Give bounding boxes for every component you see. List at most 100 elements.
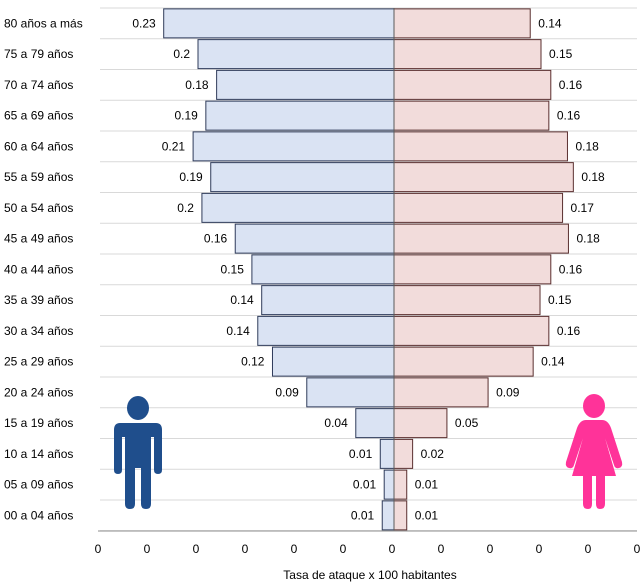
data-labels: 0.23 0.14 0.2 0.15 0.18 0.16 0.19 0.16 0.21 0.18 0… [132, 16, 605, 522]
bar-male [210, 162, 395, 193]
data-label-female: 0.15 [549, 47, 573, 61]
data-label-female: 0.18 [575, 139, 599, 153]
bar-female [393, 500, 408, 531]
data-label-female: 0.16 [557, 324, 581, 338]
bar-female [393, 131, 568, 162]
bar-female [393, 438, 414, 469]
bar-female [393, 69, 552, 100]
category-labels: 80 años a más 75 a 79 años 70 a 74 años 65 … [4, 16, 83, 522]
category-label: 15 a 19 años [4, 416, 73, 430]
bar-male [381, 500, 395, 531]
category-label: 75 a 79 años [4, 47, 73, 61]
category-label: 55 a 59 años [4, 170, 73, 184]
data-label-male: 0.09 [275, 385, 299, 399]
bar-male [216, 69, 395, 100]
bar-male [251, 254, 395, 285]
data-label-female: 0.16 [559, 78, 583, 92]
x-tick-label: 0 [95, 542, 102, 556]
category-label: 05 a 09 años [4, 478, 73, 492]
category-label: 30 a 34 años [4, 324, 73, 338]
data-label-male: 0.12 [241, 355, 265, 369]
bar-female [393, 8, 531, 39]
data-label-male: 0.19 [174, 109, 198, 123]
data-label-female: 0.16 [557, 109, 581, 123]
bar-female [393, 469, 408, 500]
bar-male [355, 408, 395, 439]
data-label-male: 0.04 [324, 416, 348, 430]
category-label: 10 a 14 años [4, 447, 73, 461]
data-label-female: 0.05 [455, 416, 479, 430]
x-tick-label: 0 [340, 542, 347, 556]
data-label-female: 0.18 [576, 232, 600, 246]
bar-male [379, 438, 395, 469]
x-tick-label: 0 [389, 542, 396, 556]
bar-male [201, 192, 395, 223]
bar-male [192, 131, 395, 162]
bar-male [163, 8, 395, 39]
male-figure-icon [114, 396, 162, 509]
bar-female [393, 285, 541, 316]
category-label: 65 a 69 años [4, 109, 73, 123]
data-label-male: 0.01 [349, 447, 373, 461]
bars [163, 8, 574, 531]
bar-female [393, 408, 448, 439]
data-label-female: 0.17 [571, 201, 595, 215]
data-label-male: 0.2 [173, 47, 190, 61]
category-label: 60 a 64 años [4, 139, 73, 153]
data-label-male: 0.14 [226, 324, 250, 338]
category-label: 45 a 49 años [4, 232, 73, 246]
data-label-female: 0.01 [415, 508, 439, 522]
category-label: 25 a 29 años [4, 355, 73, 369]
data-label-female: 0.15 [548, 293, 572, 307]
category-label: 80 años a más [4, 16, 83, 30]
category-label: 35 a 39 años [4, 293, 73, 307]
x-tick-label: 0 [242, 542, 249, 556]
category-label: 20 a 24 años [4, 385, 73, 399]
data-label-male: 0.01 [351, 508, 375, 522]
bar-female [393, 100, 550, 131]
data-label-male: 0.01 [353, 478, 377, 492]
data-label-male: 0.23 [132, 16, 156, 30]
category-label: 40 a 44 años [4, 262, 73, 276]
bar-male [261, 285, 395, 316]
bar-female [393, 192, 564, 223]
female-figure-icon [565, 394, 623, 509]
x-axis: 0 0 0 0 0 0 0 0 0 0 0 0 [95, 8, 641, 556]
category-label: 50 a 54 años [4, 201, 73, 215]
bar-female [393, 346, 534, 377]
bar-male [205, 100, 395, 131]
data-label-male: 0.21 [162, 139, 186, 153]
x-tick-label: 0 [585, 542, 592, 556]
data-label-female: 0.18 [581, 170, 605, 184]
bar-female [393, 254, 552, 285]
data-label-female: 0.01 [415, 478, 439, 492]
x-axis-title: Tasa de ataque x 100 habitantes [283, 568, 456, 582]
category-label: 70 a 74 años [4, 78, 73, 92]
data-label-female: 0.09 [496, 385, 520, 399]
x-tick-label: 0 [291, 542, 298, 556]
x-tick-label: 0 [144, 542, 151, 556]
bar-male [306, 377, 395, 408]
bar-female [393, 377, 489, 408]
bar-male [234, 223, 395, 254]
bar-female [393, 162, 574, 193]
data-label-male: 0.16 [204, 232, 228, 246]
data-label-male: 0.18 [185, 78, 209, 92]
bar-male [197, 39, 395, 70]
data-label-male: 0.15 [221, 262, 245, 276]
x-tick-label: 0 [438, 542, 445, 556]
bar-female [393, 39, 542, 70]
data-label-female: 0.02 [421, 447, 445, 461]
bar-female [393, 223, 569, 254]
x-tick-label: 0 [536, 542, 543, 556]
x-tick-label: 0 [634, 542, 641, 556]
data-label-female: 0.14 [541, 355, 565, 369]
data-label-female: 0.16 [559, 262, 583, 276]
category-label: 00 a 04 años [4, 508, 73, 522]
data-label-male: 0.2 [177, 201, 194, 215]
bar-male [383, 469, 395, 500]
x-tick-label: 0 [487, 542, 494, 556]
x-tick-label: 0 [193, 542, 200, 556]
data-label-male: 0.14 [230, 293, 254, 307]
